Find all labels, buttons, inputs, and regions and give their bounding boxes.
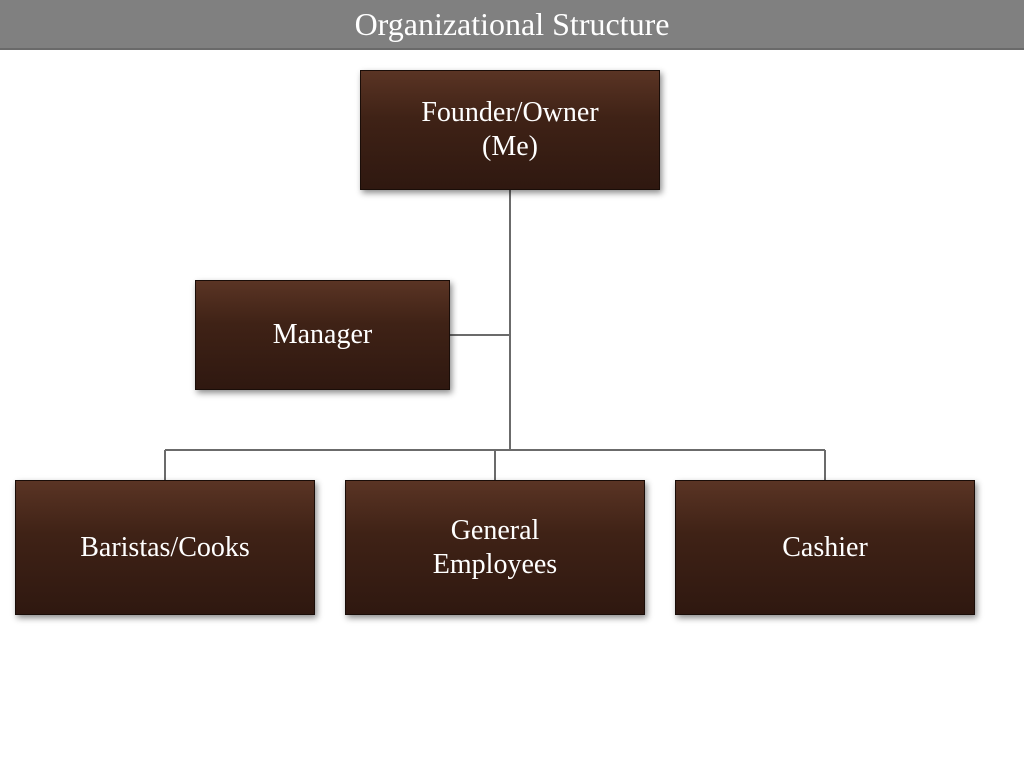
org-node-baristas: Baristas/Cooks — [15, 480, 315, 615]
page-title: Organizational Structure — [355, 6, 670, 43]
org-node-cashier: Cashier — [675, 480, 975, 615]
org-node-label: Baristas/Cooks — [80, 531, 250, 565]
org-chart-canvas: Founder/Owner(Me) Manager Baristas/Cooks Ge… — [0, 50, 1024, 768]
org-node-general: GeneralEmployees — [345, 480, 645, 615]
org-node-founder: Founder/Owner(Me) — [360, 70, 660, 190]
org-node-label: Manager — [273, 318, 373, 352]
org-node-manager: Manager — [195, 280, 450, 390]
org-node-label: Cashier — [782, 531, 868, 565]
org-node-label: GeneralEmployees — [433, 514, 557, 581]
org-node-label: Founder/Owner(Me) — [421, 96, 598, 163]
page-header: Organizational Structure — [0, 0, 1024, 50]
